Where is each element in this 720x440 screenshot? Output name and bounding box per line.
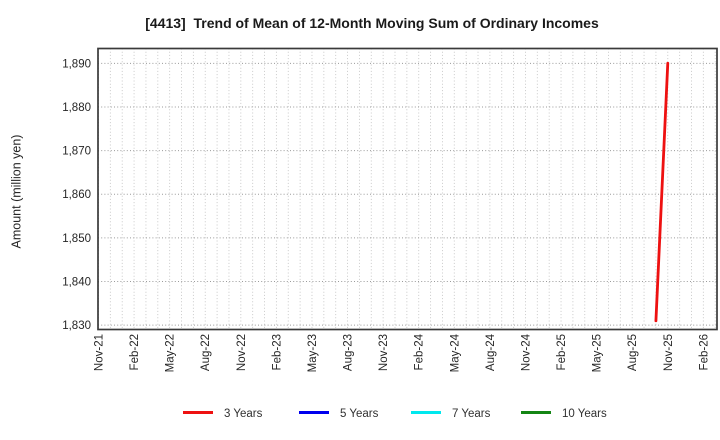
x-tick-label: Nov-25 <box>663 334 675 371</box>
x-tick-label: Aug-23 <box>343 334 355 371</box>
legend-item-5-years: 5 Years <box>299 406 378 423</box>
x-tick-label: Nov-24 <box>520 333 532 371</box>
legend-label: 7 Years <box>452 408 491 420</box>
x-tick-label: Feb-25 <box>556 334 568 370</box>
y-tick-label: 1,860 <box>62 189 91 201</box>
x-tick-label: May-24 <box>449 333 461 372</box>
y-tick-label: 1,880 <box>62 102 91 114</box>
y-axis-title: Amount (million yen) <box>9 134 24 249</box>
x-tick-label: Feb-26 <box>698 334 710 370</box>
x-tick-label: Feb-22 <box>129 334 141 370</box>
x-tick-label: Feb-23 <box>271 334 283 370</box>
x-tick-label: May-23 <box>307 334 319 372</box>
chart-title: [4413] Trend of Mean of 12-Month Moving … <box>145 15 599 31</box>
legend-item-10-years: 10 Years <box>521 406 607 423</box>
y-tick-label: 1,830 <box>62 320 91 332</box>
x-tick-label: May-25 <box>592 334 604 372</box>
y-tick-label: 1,890 <box>62 58 91 70</box>
x-tick-label: Aug-22 <box>200 334 212 371</box>
x-tick-label: Nov-22 <box>236 334 248 371</box>
legend-line-swatch <box>183 411 213 415</box>
legend-label: 3 Years <box>224 408 263 420</box>
y-tick-label: 1,870 <box>62 146 91 158</box>
legend-line-swatch <box>411 411 441 415</box>
plot-frame <box>97 47 718 331</box>
x-tick-label: May-22 <box>165 334 177 372</box>
legend: 3 Years 5 Years 7 Years 10 Years <box>0 406 720 424</box>
x-tick-label: Nov-23 <box>378 334 390 371</box>
legend-line-swatch <box>521 411 551 415</box>
legend-label: 5 Years <box>340 408 379 420</box>
x-tick-label: Aug-25 <box>627 334 639 371</box>
x-tick-label: Aug-24 <box>485 333 497 371</box>
legend-line-swatch <box>299 411 329 415</box>
legend-item-3-years: 3 Years <box>183 406 262 423</box>
legend-label: 10 Years <box>562 408 607 420</box>
legend-item-7-years: 7 Years <box>411 406 490 423</box>
x-tick-label: Nov-21 <box>94 334 106 371</box>
x-tick-label: Feb-24 <box>414 333 426 370</box>
y-tick-label: 1,840 <box>62 277 91 289</box>
series-line-3-years <box>654 61 670 323</box>
y-tick-label: 1,850 <box>62 233 91 245</box>
